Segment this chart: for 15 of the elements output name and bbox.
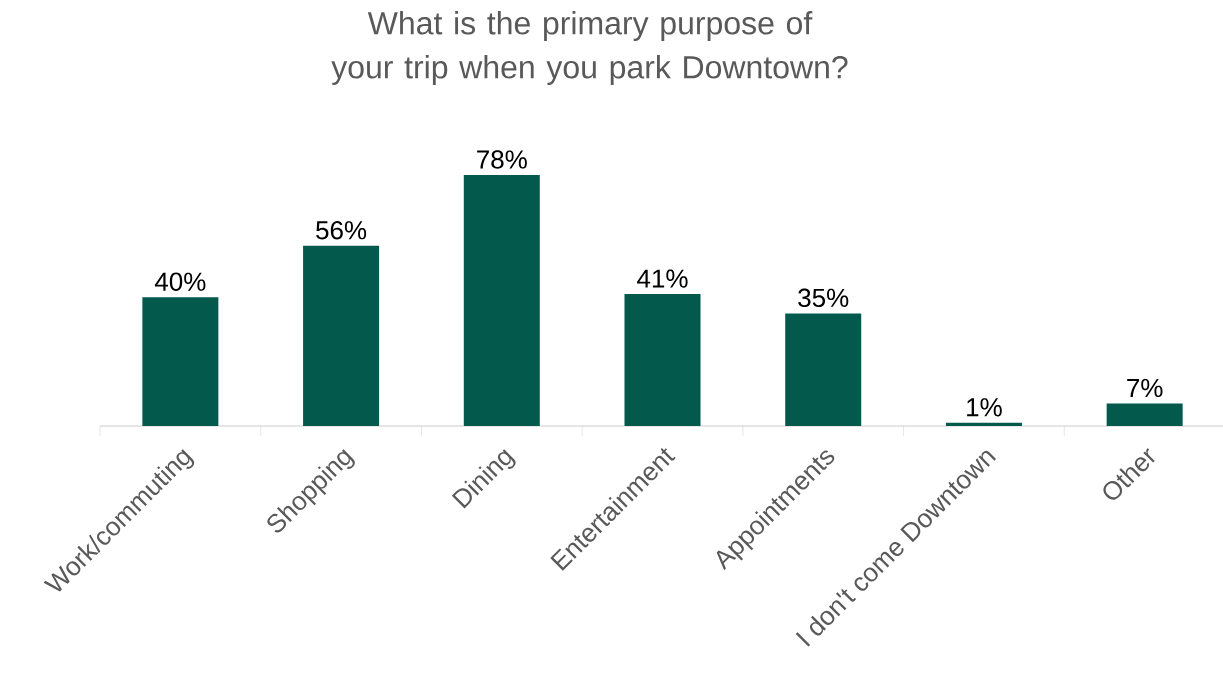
bar <box>463 175 540 426</box>
bar <box>945 422 1022 426</box>
bar <box>1106 403 1183 426</box>
data-label: 40% <box>154 272 206 291</box>
data-label: 1% <box>967 398 1002 417</box>
bar <box>142 297 219 426</box>
data-label: 78% <box>477 150 527 169</box>
chart-title: What is the primary purpose of your trip when you park Downtown? <box>331 11 848 85</box>
bar <box>624 294 701 426</box>
data-label: 7% <box>1127 378 1163 398</box>
data-label: 56% <box>316 221 367 240</box>
data-label: 35% <box>798 288 849 308</box>
data-label: 41% <box>637 269 688 288</box>
bar <box>785 313 862 426</box>
bar <box>303 245 380 426</box>
